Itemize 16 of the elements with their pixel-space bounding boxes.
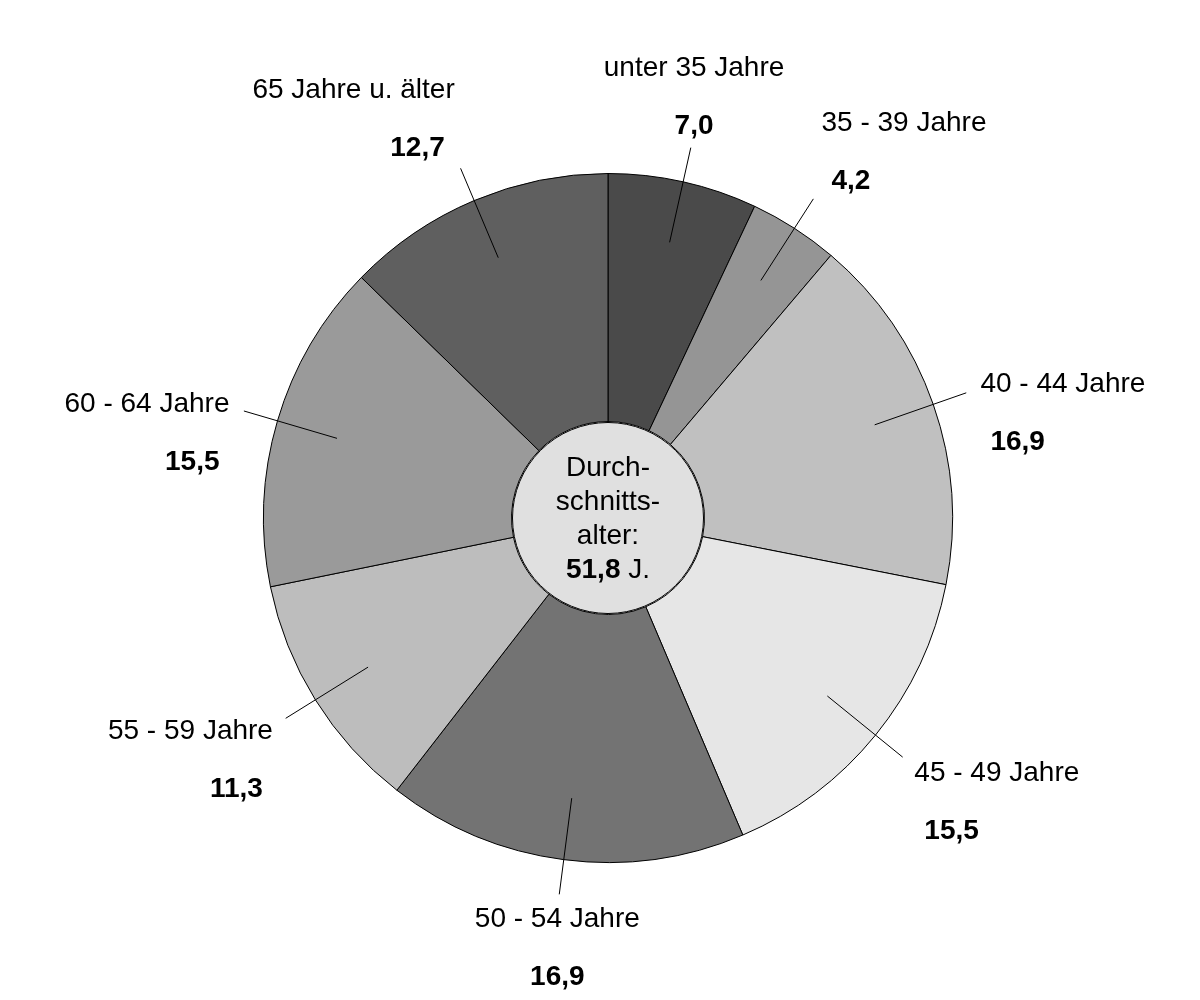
- slice-label: 40 - 44 Jahre: [980, 367, 1146, 399]
- data-label: 15,5: [165, 444, 220, 476]
- slice-label: unter 35 Jahre: [603, 50, 785, 82]
- slice-label: 55 - 59 Jahre: [107, 714, 273, 746]
- slice-label: 65 Jahre u. älter: [252, 72, 455, 104]
- data-label: 12,7: [390, 130, 445, 162]
- slice-label: 45 - 49 Jahre: [914, 755, 1080, 787]
- data-label: 16,9: [530, 959, 585, 991]
- data-label: 11,3: [209, 772, 263, 804]
- slice-label: 50 - 54 Jahre: [474, 901, 640, 933]
- data-label: 15,5: [924, 813, 979, 845]
- slice-label: 35 - 39 Jahre: [821, 105, 987, 137]
- data-label: 7,0: [674, 108, 714, 140]
- data-label: 16,9: [990, 425, 1045, 457]
- slice-label: 60 - 64 Jahre: [64, 386, 230, 418]
- data-label: 4,2: [831, 163, 871, 195]
